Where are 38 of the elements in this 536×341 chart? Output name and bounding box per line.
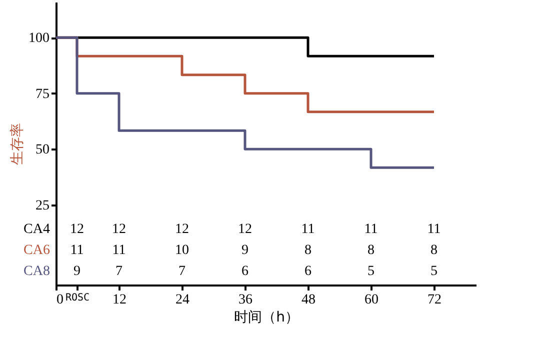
text: CA4 bbox=[24, 222, 50, 237]
x-tick-label: ROSC bbox=[65, 292, 90, 304]
x-tick-label: 72 bbox=[428, 292, 442, 308]
x-axis-title: 时间（h） bbox=[234, 310, 299, 326]
y-tick-label: 100 bbox=[28, 31, 50, 46]
annotation: 11 bbox=[301, 222, 315, 237]
y-tick-label: 25 bbox=[36, 198, 50, 214]
annotation: 9 bbox=[242, 243, 248, 258]
annotation: 5 bbox=[430, 264, 438, 279]
x-tick-label: 0 bbox=[56, 292, 64, 308]
x-tick-label: 60 bbox=[364, 292, 378, 308]
x-tick-label: 24 bbox=[176, 292, 190, 308]
x-tick-label: 12 bbox=[112, 292, 126, 308]
annotation: 10 bbox=[175, 243, 189, 258]
annotation: 5 bbox=[368, 264, 374, 279]
x-tick-label: 48 bbox=[302, 292, 316, 308]
y-tick-label: 50 bbox=[36, 142, 50, 158]
annotation: 8 bbox=[304, 243, 312, 258]
annotation: 12 bbox=[70, 222, 84, 237]
text: CA8 bbox=[24, 264, 50, 279]
x-tick-label: 36 bbox=[238, 292, 252, 308]
y-axis-title: 生存率 bbox=[10, 123, 26, 165]
annotation: 11 bbox=[427, 222, 441, 237]
y-tick-label: 75 bbox=[36, 86, 50, 102]
annotation: 8 bbox=[430, 243, 438, 258]
annotation: 7 bbox=[178, 264, 186, 279]
annotation: 8 bbox=[368, 243, 374, 258]
annotation: 6 bbox=[304, 264, 312, 279]
annotation: 11 bbox=[112, 243, 126, 258]
annotation: 6 bbox=[242, 264, 248, 279]
annotation: 12 bbox=[112, 222, 126, 237]
annotation: 11 bbox=[364, 222, 378, 237]
annotation: 12 bbox=[238, 222, 252, 237]
annotation: 11 bbox=[70, 243, 84, 258]
annotation: 9 bbox=[74, 264, 80, 279]
annotation: 7 bbox=[116, 264, 122, 279]
text: CA6 bbox=[24, 243, 50, 258]
annotation: 12 bbox=[175, 222, 189, 237]
